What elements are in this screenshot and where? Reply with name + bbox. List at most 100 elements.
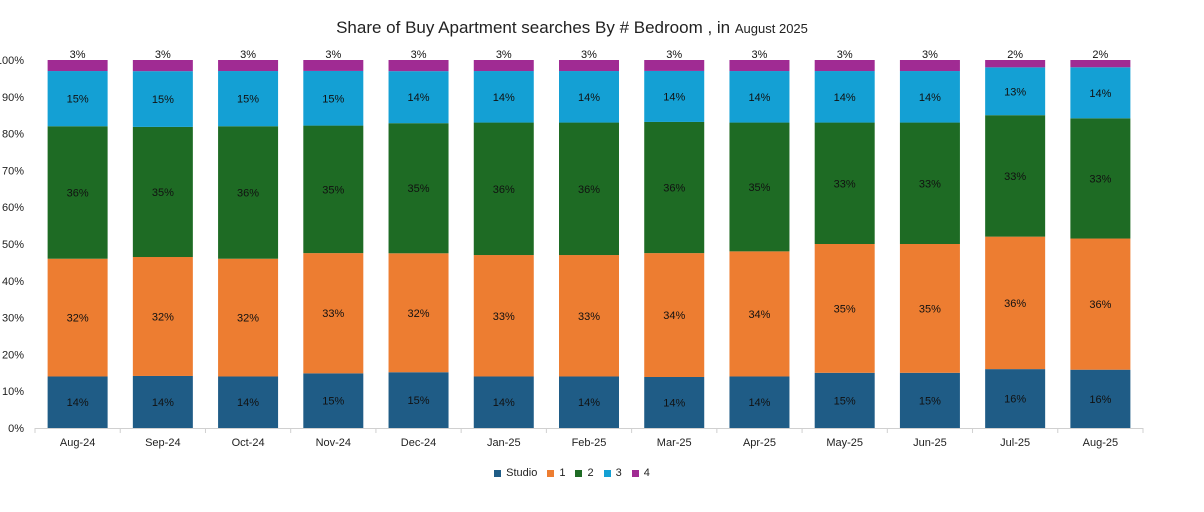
data-label: 15% (237, 94, 259, 106)
bar-segment-bed-4 (814, 60, 875, 72)
data-label: 32% (67, 313, 89, 325)
data-label: 33% (1089, 173, 1111, 185)
legend-label: Studio (506, 467, 538, 479)
bar-segment-bed-3 (473, 71, 534, 123)
bar-segment-bed-3 (388, 71, 449, 124)
x-tick-label: Aug-24 (60, 437, 95, 449)
data-label: 15% (67, 94, 89, 106)
bar-segment-bed-1 (303, 253, 364, 374)
legend-item: Studio (494, 467, 537, 479)
bar-segment-studio (473, 376, 534, 428)
y-tick-label: 50% (2, 239, 24, 251)
data-label: 3% (411, 49, 427, 61)
bar-segment-bed-4 (899, 60, 960, 72)
bar-segment-studio (303, 373, 364, 428)
data-label: 3% (581, 49, 597, 61)
bar-segment-bed-4 (559, 60, 619, 72)
bar-segment-bed-1 (985, 236, 1046, 370)
bar-segment-bed-1 (47, 258, 108, 377)
data-label: 15% (919, 395, 941, 407)
data-label: 36% (1089, 299, 1111, 311)
chart-title-main: Share of Buy Apartment searches By # Bed… (336, 18, 731, 37)
bar-segment-bed-2 (473, 122, 534, 256)
bar-segment-bed-1 (1070, 238, 1131, 370)
legend-item: 4 (631, 467, 650, 479)
data-label: 2% (1092, 49, 1108, 61)
data-label: 13% (1004, 86, 1026, 98)
bar-segment-bed-3 (814, 71, 875, 123)
data-label: 33% (834, 178, 856, 190)
data-label: 16% (1089, 394, 1111, 406)
legend-label: 1 (559, 467, 566, 479)
data-label: 3% (70, 49, 86, 61)
x-tick-label: Dec-24 (401, 437, 436, 449)
legend-label: 4 (643, 467, 650, 479)
data-label: 14% (493, 92, 515, 104)
bar-segment-bed-2 (985, 115, 1046, 237)
legend-item: 2 (575, 467, 594, 479)
data-label: 14% (748, 92, 770, 104)
y-tick-label: 40% (2, 276, 24, 288)
bar-segment-bed-3 (899, 71, 960, 123)
legend-label: 2 (587, 467, 594, 479)
data-label: 36% (493, 184, 515, 196)
data-label: 14% (663, 397, 685, 409)
x-tick-label: Oct-24 (232, 437, 265, 449)
bar-segment-bed-1 (473, 255, 534, 377)
bar-segment-bed-4 (473, 60, 534, 72)
data-label: 3% (922, 49, 938, 61)
data-label: 15% (322, 93, 344, 105)
data-label: 14% (919, 92, 941, 104)
bar-segment-bed-3 (729, 71, 790, 123)
chart-title-period: August 2025 (734, 21, 808, 36)
data-label: 33% (919, 178, 941, 190)
data-label: 14% (408, 92, 430, 104)
bar-segment-studio (644, 376, 705, 428)
data-label: 14% (67, 397, 89, 409)
bar-segment-bed-2 (559, 122, 619, 256)
data-label: 14% (748, 397, 770, 409)
bar-segment-bed-4 (1070, 60, 1131, 68)
data-label: 32% (408, 308, 430, 320)
bar-segment-bed-1 (132, 257, 193, 376)
data-label: 2% (1007, 49, 1023, 61)
bar-segment-bed-2 (303, 125, 364, 254)
bar-segment-bed-2 (899, 122, 960, 244)
bar-segment-bed-3 (1070, 67, 1131, 119)
chart-legend: Studio 1 2 3 4 (0, 467, 1144, 480)
bar-segment-bed-4 (47, 60, 108, 72)
data-label: 14% (578, 397, 600, 409)
x-tick-label: May-25 (826, 437, 863, 449)
data-label: 3% (666, 49, 682, 61)
x-tick-label: Jul-25 (1000, 437, 1030, 449)
data-label: 15% (322, 396, 344, 408)
bar-segment-bed-2 (132, 126, 193, 258)
x-tick-label: Nov-24 (316, 437, 351, 449)
bar-segment-bed-2 (218, 126, 279, 259)
data-label: 36% (663, 183, 685, 195)
bar-segment-bed-2 (729, 122, 790, 252)
bar-segment-bed-2 (644, 121, 705, 254)
y-tick-label: 90% (2, 92, 24, 104)
legend-swatch (631, 469, 639, 477)
data-label: 35% (919, 303, 941, 315)
data-label: 3% (496, 49, 512, 61)
data-label: 35% (152, 187, 174, 199)
data-label: 36% (1004, 298, 1026, 310)
data-label: 15% (408, 395, 430, 407)
data-label: 15% (152, 94, 174, 106)
data-label: 3% (325, 49, 341, 61)
legend-label: 3 (615, 467, 622, 479)
bar-segment-bed-4 (388, 60, 449, 72)
bar-segment-bed-4 (218, 60, 279, 72)
y-tick-label: 0% (8, 423, 24, 435)
legend-item: 1 (547, 467, 565, 479)
bar-segment-bed-1 (814, 244, 875, 373)
legend-item: 3 (603, 467, 622, 479)
bar-segment-bed-3 (985, 67, 1046, 116)
data-label: 35% (834, 303, 856, 315)
data-label: 35% (322, 184, 344, 196)
data-label: 3% (837, 49, 853, 61)
bar-segment-bed-2 (814, 122, 875, 244)
bar-segment-bed-4 (644, 60, 705, 71)
